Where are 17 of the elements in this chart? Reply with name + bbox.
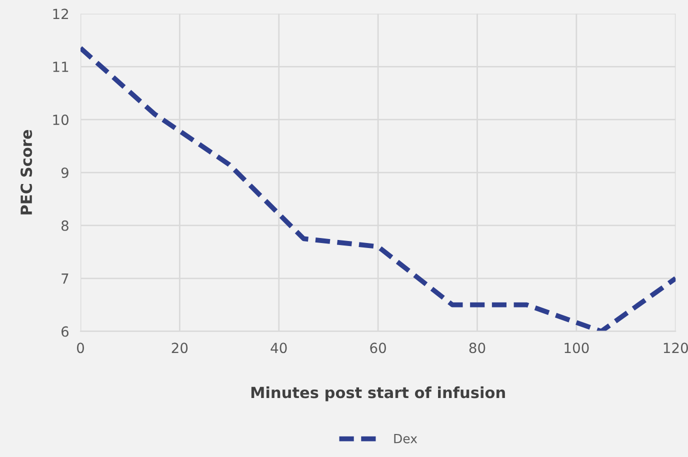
x-tick-label: 100 (564, 342, 589, 354)
x-axis-title: Minutes post start of infusion (251, 386, 505, 402)
x-tick-label: 120 (664, 342, 688, 354)
x-tick-label: 20 (172, 342, 188, 354)
x-tick-label: 40 (270, 342, 287, 354)
y-tick-label: 10 (53, 114, 68, 126)
y-axis-title: PEC Score (20, 130, 32, 214)
x-tick-label: 80 (469, 342, 486, 354)
y-tick-label: 9 (61, 167, 68, 178)
y-tick-label: 7 (62, 274, 68, 284)
x-tick-label: 60 (370, 342, 386, 354)
y-tick-label: 12 (53, 8, 68, 19)
y-tick-label: 11 (53, 62, 68, 72)
x-tick-label: 0 (76, 342, 84, 354)
y-tick-label: 8 (61, 220, 68, 231)
y-tick-label: 6 (62, 326, 69, 337)
legend-label: Dex (394, 434, 418, 444)
